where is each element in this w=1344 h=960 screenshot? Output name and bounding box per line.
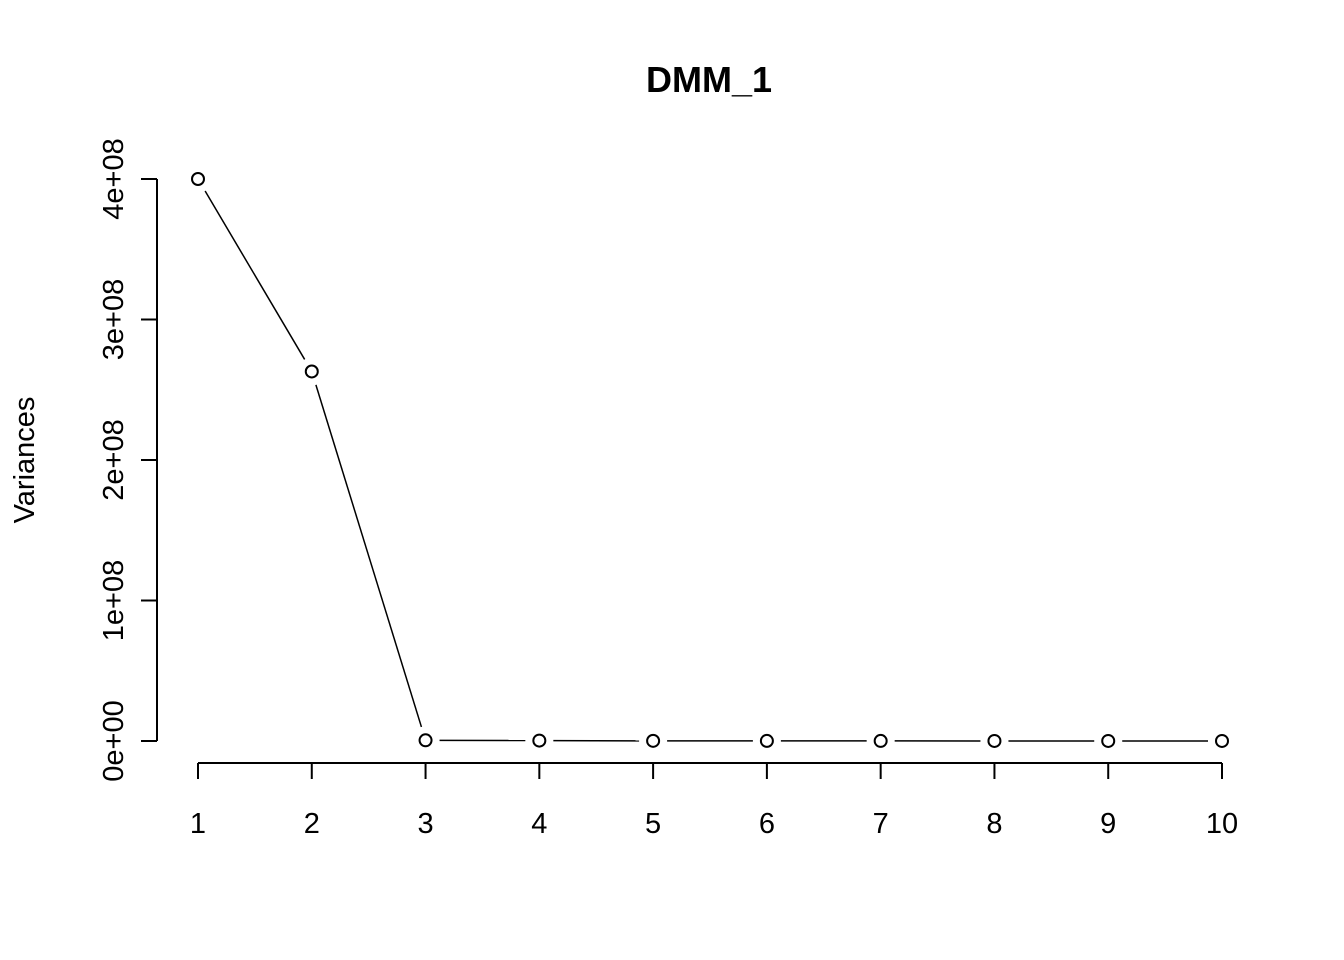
data-point: [1101, 733, 1116, 748]
x-axis: 1 2 3 4 5 6 7 8 9 10: [190, 762, 1238, 840]
data-point: [1215, 733, 1229, 748]
chart-title: DMM_1: [646, 59, 772, 100]
data-point: [987, 733, 1002, 748]
x-tick-label: 5: [645, 808, 661, 840]
y-tick-label: 3e+08: [98, 279, 130, 360]
x-tick-label: 6: [759, 808, 775, 840]
x-tick-label: 8: [986, 808, 1002, 840]
y-tick-label: 1e+08: [98, 560, 130, 641]
data-point: [873, 733, 888, 748]
data-point: [646, 733, 661, 748]
data-point: [532, 733, 547, 748]
y-axis-label: Variances: [9, 397, 41, 524]
x-tick-label: 9: [1100, 808, 1116, 840]
x-tick-label: 1: [190, 808, 206, 840]
data-point: [418, 733, 433, 748]
data-point: [191, 172, 205, 186]
x-tick-label: 7: [873, 808, 889, 840]
y-tick-label: 0e+00: [98, 700, 130, 781]
y-axis: 0e+00 1e+08 2e+08 3e+08 4e+08: [98, 138, 158, 782]
x-tick-label: 2: [304, 808, 320, 840]
y-tick-label: 4e+08: [98, 138, 130, 219]
series-line: [204, 190, 1209, 742]
data-point: [304, 364, 319, 379]
x-tick-label: 10: [1206, 808, 1238, 840]
x-tick-label: 3: [417, 808, 433, 840]
series-points: [191, 172, 1229, 748]
y-tick-label: 2e+08: [98, 419, 130, 500]
x-tick-label: 4: [531, 808, 547, 840]
series-line-segment: [315, 384, 423, 728]
series-line-segment: [204, 190, 306, 360]
data-point: [759, 733, 774, 748]
